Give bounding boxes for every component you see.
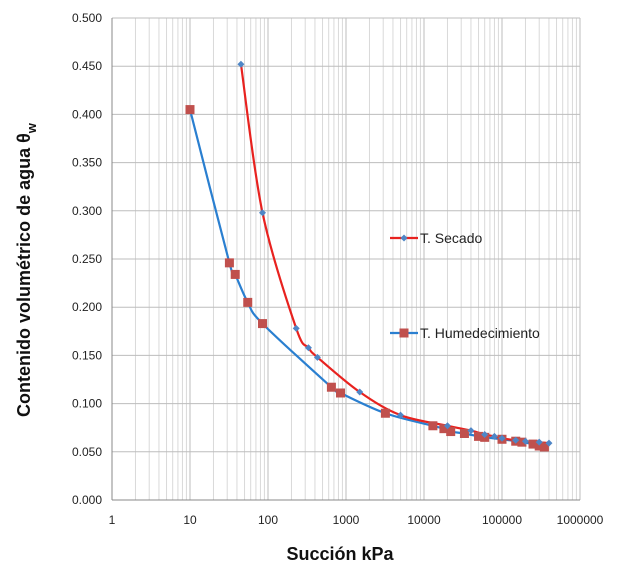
y-tick-label: 0.350 — [72, 156, 102, 170]
grid — [111, 17, 581, 501]
y-tick-label: 0.500 — [72, 11, 102, 25]
y-tick-label: 0.450 — [72, 59, 102, 73]
data-point-secado — [490, 432, 498, 440]
legend-marker-secado — [400, 234, 408, 242]
data-point-secado — [292, 324, 300, 332]
data-point-secado — [313, 353, 321, 361]
y-tick-label: 0.150 — [72, 348, 102, 362]
data-point-secado — [356, 388, 364, 396]
data-point-humedecimiento — [428, 421, 438, 431]
x-tick-label: 100 — [258, 513, 278, 527]
data-point-secado — [481, 430, 489, 438]
x-tick-label: 1 — [109, 513, 116, 527]
data-point-secado — [237, 60, 245, 68]
y-axis-title-main: Contenido volumétrico de agua θ — [14, 133, 34, 417]
data-point-humedecimiento — [528, 439, 538, 449]
data-point-secado — [258, 209, 266, 217]
data-point-secado — [467, 427, 475, 435]
data-point-secado — [545, 439, 553, 447]
data-point-secado — [498, 434, 506, 442]
series-markers — [185, 60, 553, 452]
data-point-humedecimiento — [539, 442, 549, 452]
x-axis-title: Succión kPa — [286, 544, 394, 564]
y-tick-label: 0.200 — [72, 300, 102, 314]
y-tick-label: 0.300 — [72, 204, 102, 218]
legend-label-secado: T. Secado — [420, 230, 482, 246]
data-point-secado — [304, 344, 312, 352]
data-point-humedecimiento — [335, 388, 345, 398]
data-point-humedecimiento — [326, 382, 336, 392]
data-point-secado — [521, 437, 529, 445]
y-tick-label: 0.050 — [72, 445, 102, 459]
data-point-secado — [397, 411, 405, 419]
data-point-humedecimiento — [439, 424, 449, 434]
data-point-humedecimiento — [185, 105, 195, 115]
y-axis-title-subscript: w — [24, 122, 39, 134]
y-tick-label: 0.000 — [72, 493, 102, 507]
data-point-secado — [535, 438, 543, 446]
x-tick-label: 100000 — [482, 513, 522, 527]
data-point-humedecimiento — [380, 408, 390, 418]
data-point-humedecimiento — [474, 431, 484, 441]
x-tick-label: 10000 — [407, 513, 441, 527]
y-tick-label: 0.250 — [72, 252, 102, 266]
data-point-humedecimiento — [534, 441, 544, 451]
data-point-humedecimiento — [446, 427, 456, 437]
data-point-secado — [512, 436, 520, 444]
data-point-humedecimiento — [459, 428, 469, 438]
x-tick-label: 10 — [183, 513, 197, 527]
data-point-humedecimiento — [224, 258, 234, 268]
x-tick-label: 1000000 — [557, 513, 604, 527]
y-axis-title: Contenido volumétrico de agua θw — [14, 122, 39, 417]
data-point-humedecimiento — [243, 297, 253, 307]
data-point-humedecimiento — [230, 269, 240, 279]
x-tick-label: 1000 — [333, 513, 360, 527]
data-point-humedecimiento — [257, 319, 267, 329]
data-point-secado — [443, 422, 451, 430]
tick-labels: 1 10 100 1000 10000 100000 1000000 0.000 0.050 0.… — [72, 11, 604, 527]
legend-marker-humedecimiento — [399, 328, 409, 338]
legend: T. Secado T. Humedecimiento — [390, 230, 540, 341]
y-tick-label: 0.100 — [72, 397, 102, 411]
legend-label-humedecimiento: T. Humedecimiento — [420, 325, 540, 341]
y-tick-label: 0.400 — [72, 107, 102, 121]
data-point-humedecimiento — [517, 437, 527, 447]
